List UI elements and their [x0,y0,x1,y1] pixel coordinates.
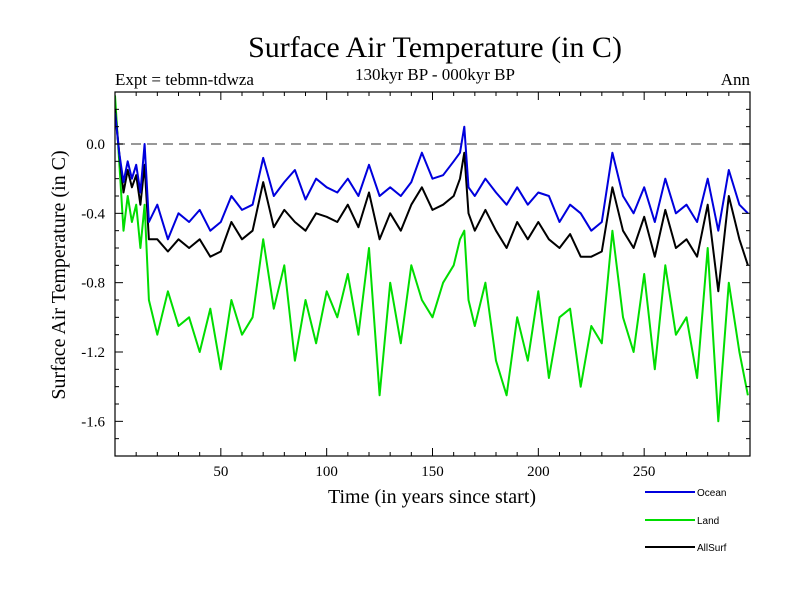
y-axis-label: Surface Air Temperature (in C) [48,150,70,399]
series-line-allsurf [115,109,749,293]
x-tick-label: 200 [527,464,550,480]
series-line-land [115,95,749,423]
chart-title: Surface Air Temperature (in C) [248,31,622,64]
y-tick-label: 0.0 [86,137,105,153]
legend-label-ocean: Ocean [697,488,726,499]
series-group [115,95,749,423]
y-tick-label: -0.8 [81,276,105,292]
chart-subtitle: 130kyr BP - 000kyr BP [355,65,515,84]
x-axis: 50 100 150 200 250 [135,92,730,480]
x-tick-label: 150 [421,464,444,480]
legend-label-allsurf: AllSurf [697,543,727,554]
y-axis: 0.0 -0.4 -0.8 -1.2 -1.6 [81,108,750,440]
x-axis-label: Time (in years since start) [328,486,536,508]
y-tick-label: -0.4 [81,206,105,222]
expt-label: Expt = tebmn-tdwza [115,70,254,89]
legend-label-land: Land [697,516,719,527]
y-tick-label: -1.6 [81,414,105,430]
y-tick-label: -1.2 [81,345,105,361]
plot-area: 50 100 150 200 250 0.0 -0.4 -0.8 -1.2 -1.6 [81,91,751,480]
x-tick-label: 250 [633,464,656,480]
x-tick-label: 100 [315,464,338,480]
x-tick-label: 50 [213,464,228,480]
series-line-ocean [115,112,749,241]
period-label: Ann [721,70,751,89]
legend: Ocean Land AllSurf [645,488,727,554]
